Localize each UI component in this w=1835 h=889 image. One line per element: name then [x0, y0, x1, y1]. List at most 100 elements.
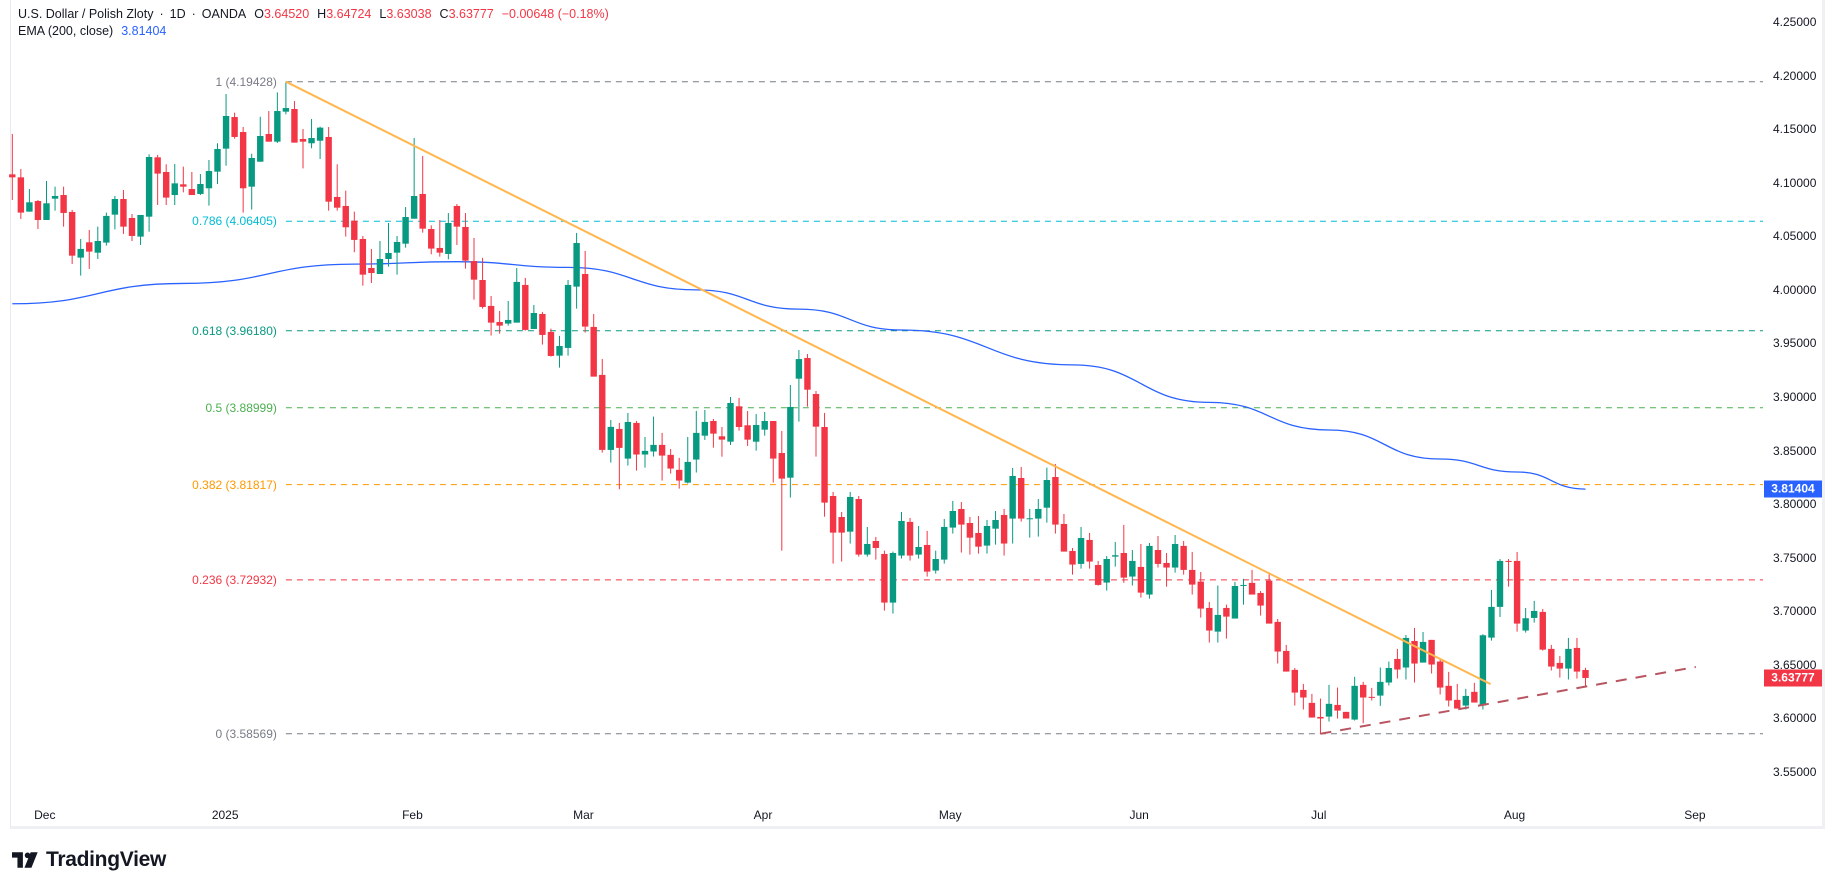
candle [1419, 631, 1427, 663]
candle [145, 154, 153, 232]
candle [154, 154, 161, 205]
candle [163, 164, 170, 205]
candle [9, 133, 16, 200]
chart-legend: U.S. Dollar / Polish Zloty · 1D · OANDA … [18, 6, 609, 40]
candle-body [299, 138, 307, 142]
candle-body [428, 228, 435, 249]
candle [684, 436, 691, 484]
candle [1223, 604, 1230, 639]
candle [222, 93, 230, 166]
candle-body [1214, 614, 1222, 632]
candle [1513, 551, 1521, 632]
candle-body [111, 198, 119, 215]
candle-body [282, 108, 290, 112]
candle-body [898, 520, 905, 556]
price-chart[interactable] [0, 0, 1765, 800]
candle-body [1445, 685, 1452, 701]
candle-body [419, 193, 426, 229]
candle-body [1197, 581, 1204, 609]
candle-body [436, 247, 443, 253]
candle [1488, 589, 1495, 641]
candle [188, 171, 196, 196]
candle-body [915, 546, 922, 555]
candle-body [581, 273, 589, 327]
candle-body [1026, 518, 1033, 520]
candle [308, 118, 315, 149]
candle [1180, 540, 1187, 575]
candle [941, 518, 948, 564]
price-axis-tick: 4.10000 [1773, 175, 1817, 190]
price-axis-tick: 3.95000 [1773, 336, 1817, 351]
candle-body [1479, 635, 1487, 706]
fib-level-label: 0.5 (3.88999) [205, 400, 277, 415]
symbol-legend-row[interactable]: U.S. Dollar / Polish Zloty · 1D · OANDA … [18, 6, 609, 23]
candle-body [1325, 703, 1333, 717]
candle [795, 350, 803, 422]
candle-body [1283, 650, 1290, 672]
candle [1471, 682, 1478, 703]
candle [171, 163, 178, 205]
candle [128, 213, 136, 241]
candle [1462, 688, 1469, 710]
indicator-legend-row[interactable]: EMA (200, close) 3.81404 [18, 23, 609, 40]
candle-body [539, 313, 546, 335]
candle [616, 422, 623, 490]
candle-body [1112, 555, 1119, 557]
candle [804, 354, 811, 407]
candle [77, 238, 84, 276]
candle [1137, 543, 1145, 598]
candle-body [975, 532, 982, 547]
candle-body [1189, 569, 1196, 585]
candle-body [923, 544, 931, 572]
price-axis-tick: 4.20000 [1773, 68, 1817, 83]
candle [881, 550, 888, 611]
candle-body [1368, 696, 1375, 698]
low-value: 3.63038 [386, 7, 432, 21]
candle [368, 249, 375, 283]
candle [975, 515, 982, 554]
candle [43, 180, 50, 220]
candle-body [1240, 584, 1247, 586]
candle [239, 126, 247, 213]
candle [282, 81, 290, 115]
candle [564, 279, 572, 356]
candle-body [1308, 702, 1316, 718]
candle [1000, 508, 1008, 556]
candle-body [1488, 606, 1495, 638]
candle-body [188, 189, 196, 196]
fib-level-label: 0.618 (3.96180) [192, 323, 277, 338]
candle-body [505, 319, 512, 324]
change-value: −0.00648 (−0.18%) [501, 7, 609, 21]
candle-body [376, 258, 384, 274]
candle-body [744, 425, 751, 440]
candle-body [342, 205, 349, 228]
candle [1240, 578, 1247, 605]
candle [1445, 671, 1452, 707]
candle [889, 551, 897, 614]
candle [787, 384, 794, 498]
candle-body [812, 393, 820, 427]
candle [103, 212, 110, 246]
candle-body [1060, 523, 1068, 552]
chart-pane[interactable] [10, 0, 1825, 829]
tradingview-logo[interactable]: TradingView [12, 848, 166, 872]
candle [727, 396, 734, 445]
candle-body [522, 284, 529, 330]
candle [898, 511, 905, 559]
candle-body [1180, 545, 1187, 570]
candle [419, 156, 426, 233]
price-axis-tick: 3.80000 [1773, 497, 1817, 512]
candle [436, 219, 443, 257]
candle [1531, 600, 1538, 623]
candle-body [864, 543, 871, 555]
candle [915, 525, 922, 559]
candle-body [1000, 514, 1008, 544]
candle-body [710, 420, 717, 434]
candle [1548, 644, 1555, 671]
candle-body [496, 321, 503, 326]
time-axis-tick: Mar [573, 808, 594, 822]
candle-body [359, 238, 367, 275]
trendline-downtrend [285, 80, 1492, 686]
candle-body [1471, 691, 1478, 703]
candle-body [829, 495, 837, 533]
